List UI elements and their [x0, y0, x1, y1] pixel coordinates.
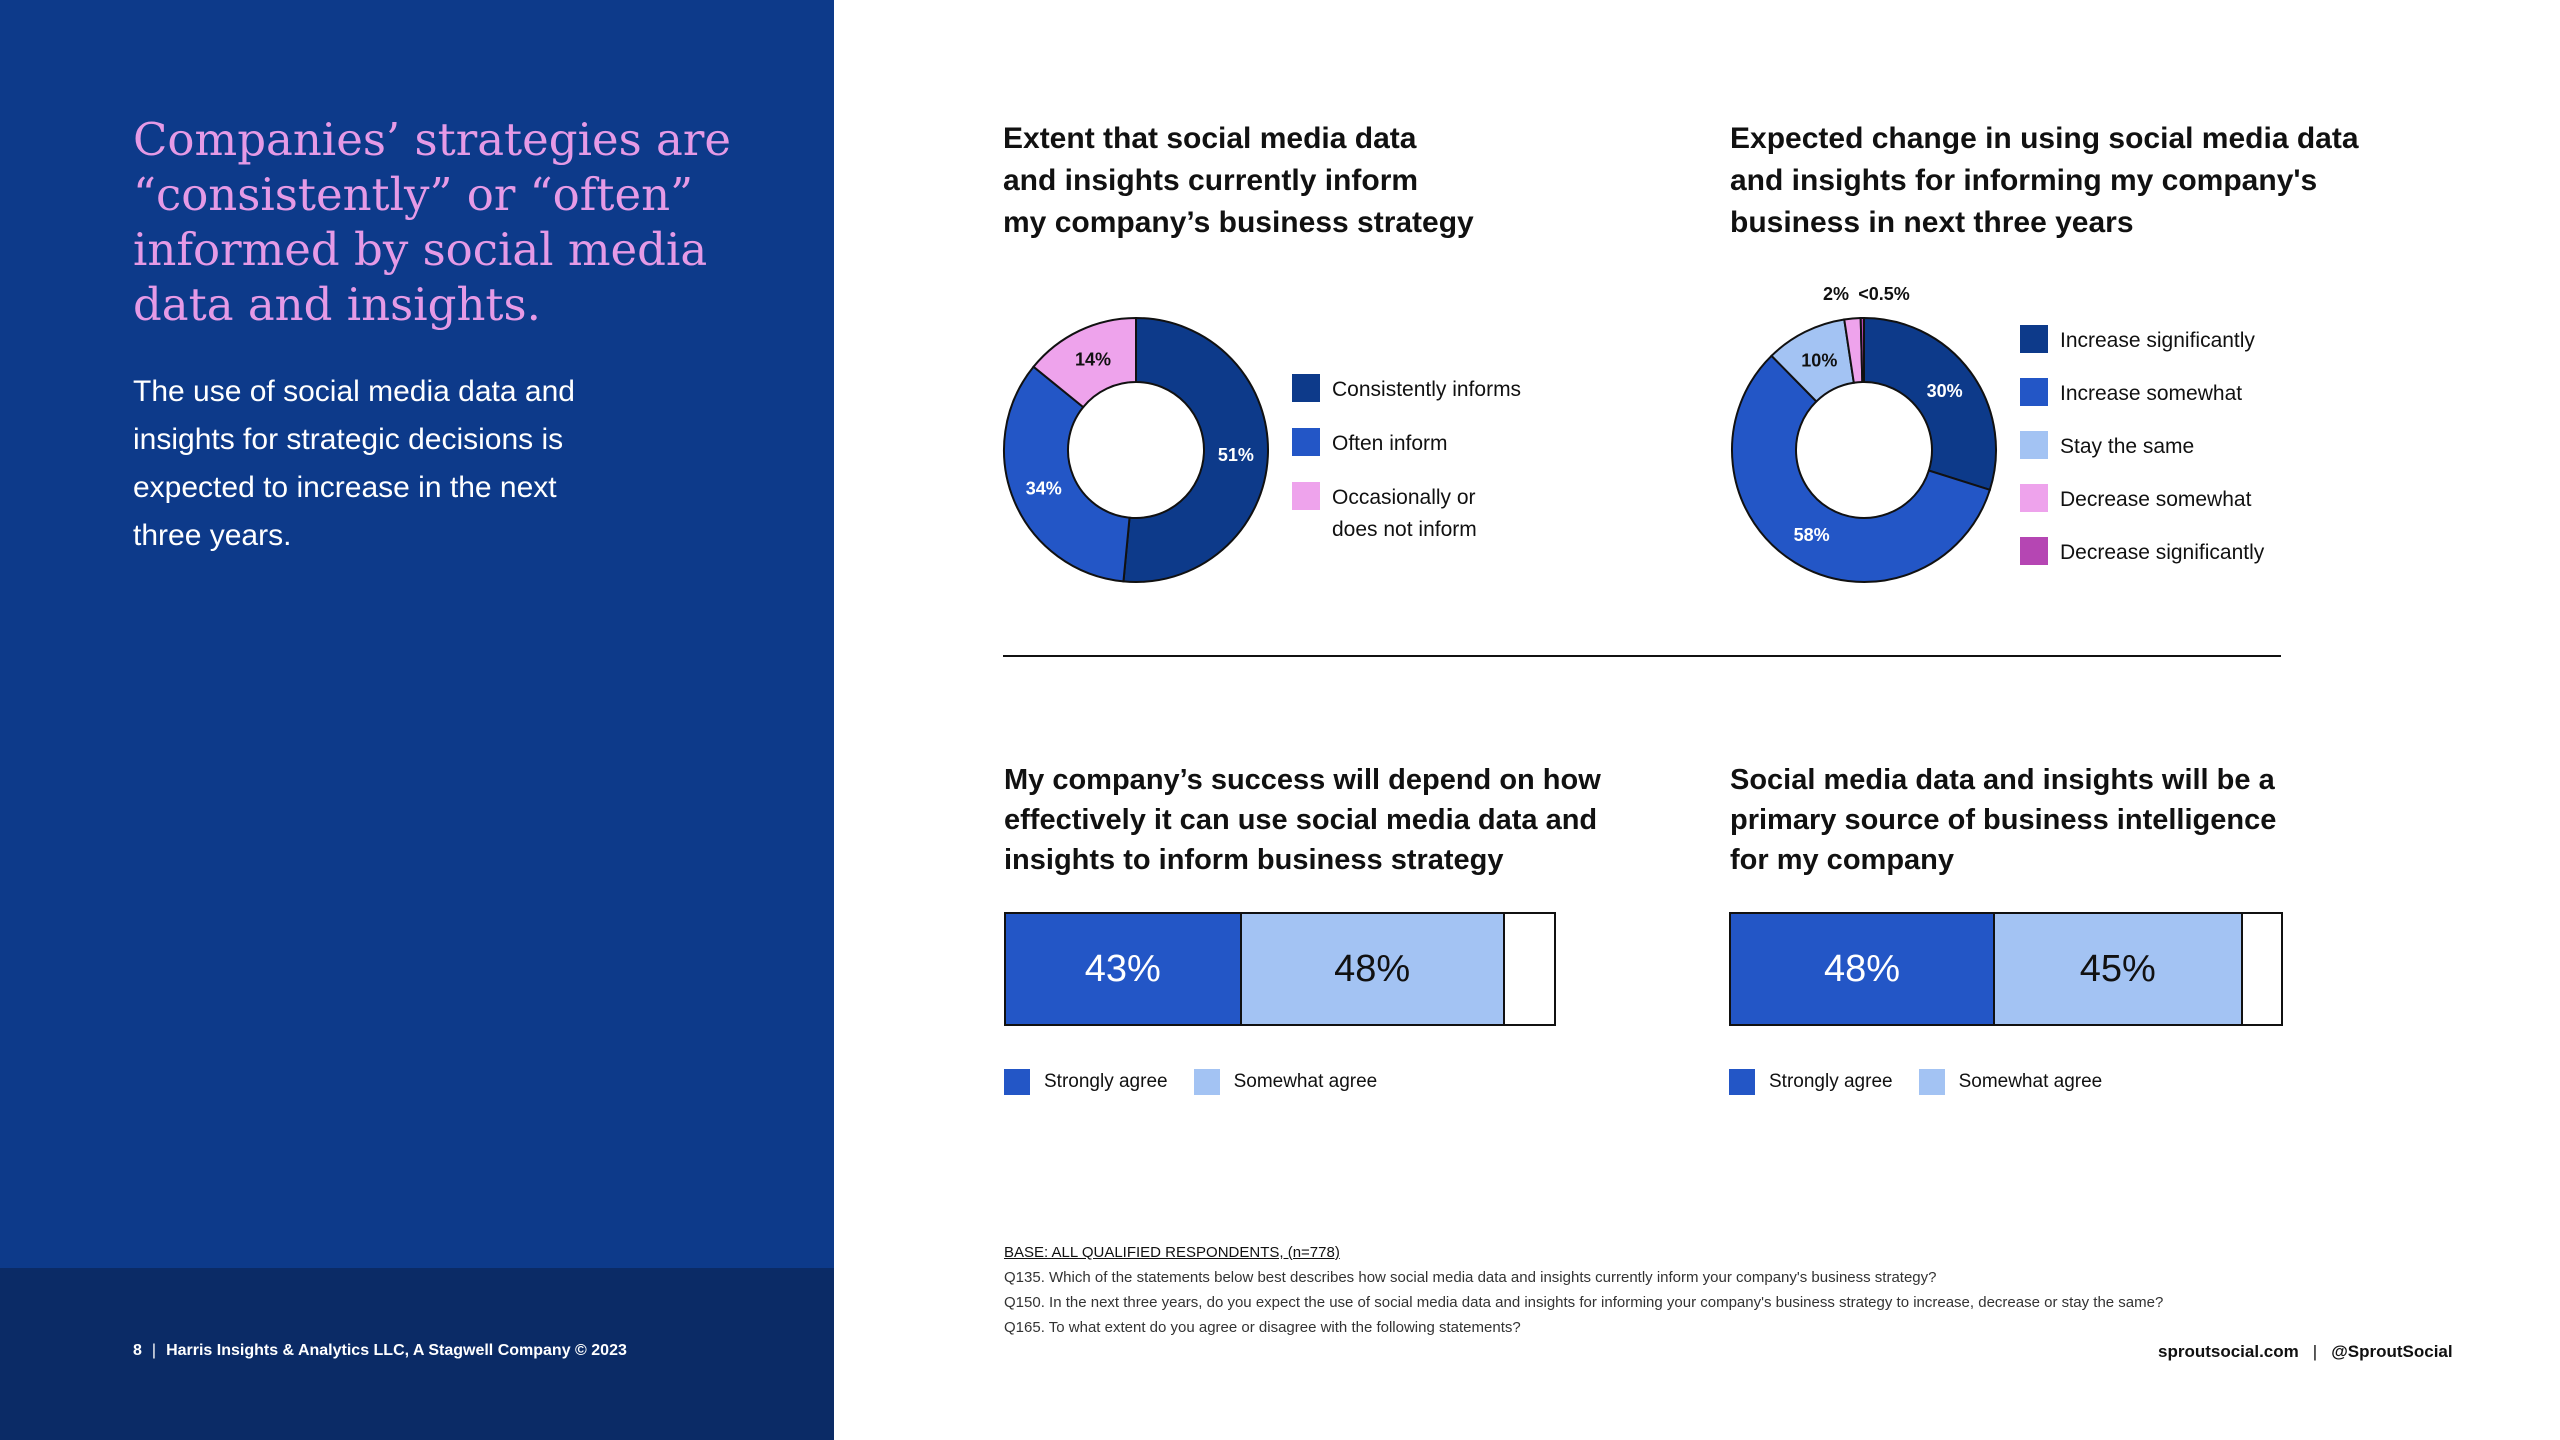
chart4-label-somewhat-agree: 45%	[2079, 947, 2156, 990]
chart2-swatch-decrease-significantly	[2020, 537, 2048, 565]
chart4-legend-label: Strongly agree	[1769, 1071, 1893, 1092]
chart1-title: Extent that social media data and insigh…	[1003, 122, 1474, 239]
left-panel	[0, 0, 834, 1440]
chart4-title: Social media data and insights will be a…	[1730, 764, 2277, 876]
chart1-label-2: 14%	[1075, 350, 1111, 370]
left-footer-band	[0, 1268, 834, 1440]
notes-q165: Q165. To what extent do you agree or dis…	[1004, 1319, 1521, 1336]
chart2-legend-label: Increase significantly	[2060, 329, 2255, 352]
chart3-bar-strongly-agree: 43%	[1006, 914, 1242, 1024]
headline: Companies’ strategies are “consistently”…	[133, 113, 731, 331]
chart4-bar-remainder	[2242, 914, 2281, 1024]
chart2-legend-label: Decrease somewhat	[2060, 488, 2252, 511]
chart3-bar-somewhat-agree: 48%	[1241, 914, 1505, 1024]
chart1-donut: 51% 34% 14%	[1003, 316, 1269, 583]
chart2-swatch-stay-same	[2020, 431, 2048, 459]
chart3-legend: Strongly agree Somewhat agree	[1004, 1066, 1403, 1098]
chart4-bar-strongly-agree: 48%	[1731, 914, 1995, 1024]
chart2-legend-item-stay-same: Stay the same	[2020, 431, 2360, 463]
section-divider	[1003, 655, 2281, 657]
chart3-legend-label: Strongly agree	[1044, 1071, 1168, 1092]
chart1-legend-label: Consistently informs	[1332, 378, 1522, 401]
chart1-label-0: 51%	[1218, 445, 1254, 465]
chart2-legend-item-increase-significantly: Increase significantly	[2020, 325, 2360, 357]
chart4-legend: Strongly agree Somewhat agree	[1729, 1066, 2128, 1098]
chart1-swatch-often	[1292, 428, 1320, 456]
chart3-swatch-somewhat-agree	[1193, 1069, 1220, 1095]
footer-site-link[interactable]: sproutsocial.com	[2158, 1342, 2299, 1361]
chart2-slice-1	[1731, 354, 1992, 583]
chart2-label-3: 2%	[1823, 284, 1849, 304]
chart1-slice-1	[1003, 365, 1131, 583]
chart4-swatch-somewhat-agree	[1918, 1069, 1945, 1095]
chart3-bar: 43% 48%	[1004, 912, 1556, 1026]
footer-company: Harris Insights & Analytics LLC, A Stagw…	[166, 1342, 627, 1359]
chart2-label-0: 30%	[1927, 381, 1963, 401]
chart2-swatch-increase-significantly	[2020, 325, 2048, 353]
chart2-label-4: <0.5%	[1858, 284, 1910, 304]
chart3-label-somewhat-agree: 48%	[1334, 947, 1411, 990]
chart1-legend-item-consistently: Consistently informs	[1292, 374, 1632, 406]
chart3-label-strongly-agree: 43%	[1084, 947, 1161, 990]
chart1-legend-label: Often inform	[1332, 432, 1448, 455]
chart1-slice-0	[1122, 316, 1269, 583]
chart1-label-1: 34%	[1026, 479, 1062, 499]
chart2-title: Expected change in using social media da…	[1730, 122, 2359, 239]
footer-separator: |	[151, 1342, 157, 1359]
chart2-swatch-decrease-somewhat	[2020, 484, 2048, 512]
page-footer: 8 | Harris Insights & Analytics LLC, A Sta…	[133, 1342, 627, 1360]
chart2-donut: 30% 58% 10% 2% <0.5%	[1731, 284, 1997, 583]
chart1-legend-item-occasionally: Occasionally or does not inform	[1292, 482, 1632, 546]
site-footer: sproutsocial.com | @SproutSocial	[2158, 1342, 2453, 1362]
chart2-slice-4	[1859, 316, 1865, 384]
chart2-label-2: 10%	[1801, 351, 1837, 371]
chart4-label-strongly-agree: 48%	[1823, 947, 1901, 990]
chart2-legend-item-decrease-somewhat: Decrease somewhat	[2020, 484, 2360, 516]
footer-handle-link[interactable]: @SproutSocial	[2331, 1342, 2453, 1361]
chart2-legend-label: Stay the same	[2060, 435, 2195, 458]
survey-notes: BASE: ALL QUALIFIED RESPONDENTS, (n=778)…	[1004, 1240, 2164, 1340]
page-number: 8	[133, 1342, 142, 1359]
chart3-legend-label: Somewhat agree	[1233, 1071, 1378, 1092]
chart3-bar-remainder	[1504, 914, 1554, 1024]
site-footer-separator: |	[2312, 1342, 2318, 1361]
chart2-legend-label: Increase somewhat	[2060, 382, 2243, 405]
chart1-swatch-consistently	[1292, 374, 1320, 402]
chart4-bar: 48% 45%	[1729, 912, 2283, 1026]
chart3-title: My company’s success will depend on how …	[1004, 764, 1601, 876]
chart4-swatch-strongly-agree	[1729, 1069, 1755, 1095]
chart1-slice-2	[1032, 316, 1137, 409]
chart2-slice-0	[1863, 316, 1997, 492]
chart1-legend-label: Occasionally or does not inform	[1332, 486, 1477, 541]
notes-q135: Q135. Which of the statements below best…	[1004, 1269, 1937, 1286]
chart1-swatch-occasionally	[1292, 482, 1320, 510]
chart1-legend-item-often: Often inform	[1292, 428, 1632, 460]
chart2-legend-item-decrease-significantly: Decrease significantly	[2020, 537, 2360, 569]
chart2-label-1: 58%	[1794, 525, 1830, 545]
chart2-legend-label: Decrease significantly	[2060, 541, 2265, 564]
chart4-bar-somewhat-agree: 45%	[1995, 914, 2243, 1024]
notes-base: BASE: ALL QUALIFIED RESPONDENTS, (n=778)	[1004, 1244, 1340, 1261]
chart2-swatch-increase-somewhat	[2020, 378, 2048, 406]
intro-text: The use of social media data and insight…	[133, 375, 575, 552]
chart4-legend-label: Somewhat agree	[1958, 1071, 2103, 1092]
notes-q150: Q150. In the next three years, do you ex…	[1004, 1294, 2164, 1311]
chart3-swatch-strongly-agree	[1004, 1069, 1030, 1095]
chart2-legend-item-increase-somewhat: Increase somewhat	[2020, 378, 2360, 410]
